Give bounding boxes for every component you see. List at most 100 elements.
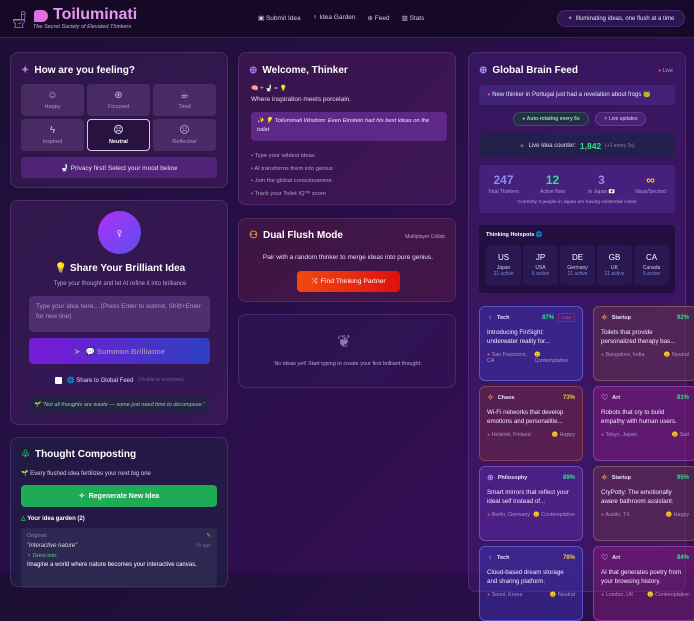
chip-label: Live updates (609, 116, 638, 122)
welcome-tagline: Where inspiration meets porcelain. (251, 96, 352, 103)
mood-label: Happy (44, 104, 61, 110)
card-category: Chaos (497, 394, 515, 401)
feature-item: • Track your Toilet IQ™ score (251, 190, 327, 197)
mood-option-focused[interactable]: ⊕ Focused (87, 84, 150, 116)
stat-label: Ideas/Second (635, 189, 666, 195)
idea-card[interactable]: ✧ Startup 95% CryPotty: The emotionally aw… (593, 466, 694, 541)
dual-desc: Pair with a random thinker to merge idea… (262, 254, 434, 261)
idea-card[interactable]: ♀ Tech 87% LIVE Introducing FinSight: under… (479, 306, 583, 381)
hotspot-code: GB (608, 253, 621, 262)
nav-feed[interactable]: ⊕ Feed (367, 15, 390, 22)
nav-idea-garden[interactable]: ♀ Idea Garden (312, 14, 356, 21)
nav-stats[interactable]: ▥ Stats (401, 15, 425, 22)
hotspot-jp[interactable]: JP USA 6 active (523, 245, 558, 285)
idea-card[interactable]: ✧ Chaos 73% Wi-Fi networks that develop em… (479, 386, 583, 461)
sparkle-icon: ✧ (603, 116, 610, 122)
mood-option-neutral[interactable]: ☹ Neutral (87, 119, 150, 151)
hotspot-de[interactable]: DE Germany 21 active (560, 245, 595, 285)
frown-icon: ☹ (179, 125, 190, 136)
find-thinking-partner-button[interactable]: ⤨ Find Thinking Partner (297, 271, 400, 292)
auto-rotate-chip[interactable]: ● Auto-rotating every 6s (513, 112, 589, 126)
mood-option-reflective[interactable]: ☹ Reflective (153, 119, 216, 151)
feature-list: • Type your wildest ideas • AI transforms… (251, 150, 333, 200)
pin-icon: ● (487, 512, 491, 518)
welcome-card: ⊕ Welcome, Thinker 🧠 + 🚽 = 💡 Where inspir… (238, 52, 456, 205)
stat-label: In Japan 🇯🇵 (588, 189, 615, 195)
share-subtitle: Type your thought and let AI refine it i… (53, 281, 187, 287)
nav: ▣ Submit Idea ♀ Idea Garden ⊕ Feed ▥ Sta… (258, 14, 424, 22)
dot-icon: ● (522, 116, 527, 122)
mood-card: ✦ How are you feeling? ☺ Happy ⊕ Focused ☕︎ Ti… (10, 52, 228, 188)
share-global-checkbox[interactable] (55, 376, 63, 384)
stat-item: 12 Active Now (528, 173, 577, 195)
card-location: ● Austin, TX (601, 512, 630, 518)
hotspot-name: Japan (496, 265, 511, 271)
card-text: AI that generates poetry from your brows… (601, 569, 682, 585)
garden-item[interactable]: Original: "interactive nature" 1h ago ✎ … (21, 528, 217, 588)
idea-card[interactable]: ⊕ Philosophy 89% Smart mirrors that reflec… (479, 466, 583, 541)
feed-title: Global Brain Feed (492, 65, 578, 76)
hotspot-ca[interactable]: CA Canada 5 active (634, 245, 669, 285)
brand-name[interactable]: Toiluminati (53, 6, 138, 23)
location-text: Austin, TX (605, 512, 630, 518)
empty-text: No ideas yet! Start typing to create you… (274, 361, 422, 367)
button-label: 💬 Summon Brilliance (85, 346, 165, 356)
mood-label: Inspired (42, 139, 63, 145)
location-text: Tokyo, Japan (605, 432, 637, 438)
location-text: Berlin, Germany (491, 512, 530, 518)
card-score: 87% (542, 314, 555, 321)
nav-label: Stats (409, 15, 425, 22)
grew-label-text: Grew into: (32, 553, 58, 559)
heart-icon: ♡ (601, 393, 609, 402)
nav-submit-idea[interactable]: ▣ Submit Idea (258, 15, 301, 22)
lightbulb-icon: ♀ (98, 211, 141, 254)
pin-icon: ● (601, 352, 605, 358)
summon-brilliance-button[interactable]: ➤ 💬 Summon Brilliance (29, 338, 210, 364)
card-score: 95% (676, 474, 689, 481)
idea-card[interactable]: ♀ Tech 78% Cloud-based dream storage and s… (479, 546, 583, 621)
chip-label: Auto-rotating every 6s (526, 116, 580, 122)
heart-icon: ♡ (601, 553, 609, 562)
mood-option-tired[interactable]: ☕︎ Tired (153, 84, 216, 116)
hotspot-name: Canada (642, 265, 661, 271)
hotspot-us[interactable]: US Japan 21 active (486, 245, 521, 285)
checkbox-label[interactable]: 🌐 Share to Global Feed (67, 377, 134, 384)
hotspot-active: 21 active (493, 271, 514, 277)
grew-label: ♀ Grew into: (27, 553, 211, 559)
hotspot-gb[interactable]: GB UK 21 active (597, 245, 632, 285)
mood-label: Neutral (109, 139, 128, 145)
sparkle-icon: ✦ (21, 65, 30, 76)
stat-value: 3 (598, 173, 605, 187)
counter-label: Live idea counter: (528, 143, 576, 149)
idea-card[interactable]: ♡ Art 84% AI that generates poetry from yo… (593, 546, 694, 621)
regenerate-idea-button[interactable]: ✧ Regenerate New Idea (21, 485, 217, 507)
stat-label: Total Thinkers (487, 189, 520, 195)
card-mood: 😐 Contemplative (647, 592, 689, 598)
card-location: ● Bangalore, India (601, 352, 644, 358)
stat-value: 247 (493, 173, 514, 187)
card-score: 78% (562, 554, 575, 561)
live-badge: LIVE (558, 313, 575, 322)
mood-label: Tired (178, 104, 191, 110)
smile-icon: ☺ (47, 90, 58, 101)
share-title: 💡 Share Your Brilliant Idea (54, 263, 186, 274)
card-text: Toilets that provide personalized therap… (601, 329, 676, 345)
live-updates-chip[interactable]: ✧ Live updates (595, 112, 646, 126)
hotspot-name: USA (535, 265, 546, 271)
mood-option-inspired[interactable]: ϟ Inspired (21, 119, 84, 151)
mood-title: How are you feeling? (34, 65, 135, 76)
idea-input[interactable] (29, 296, 210, 332)
welcome-title: Welcome, Thinker (262, 65, 348, 76)
idea-card[interactable]: ✧ Startup 92% Toilets that provide persona… (593, 306, 694, 381)
coffee-icon: ☕︎ (180, 90, 189, 101)
mood-option-happy[interactable]: ☺ Happy (21, 84, 84, 116)
feature-item: • Join the global consciousness (251, 178, 332, 184)
card-category: Tech (497, 314, 510, 321)
card-location: ● Tokyo, Japan (601, 432, 637, 438)
feature-item: • AI transforms them into genius (251, 165, 333, 172)
card-location: ● Berlin, Germany (487, 512, 530, 518)
idea-card[interactable]: ♡ Art 81% Robots that cry to build empathy… (593, 386, 694, 461)
grew-text: Imagine a world where nature becomes you… (27, 562, 197, 568)
hotspot-active: 21 active (567, 271, 588, 277)
card-mood: 😊 Happy (551, 432, 575, 438)
